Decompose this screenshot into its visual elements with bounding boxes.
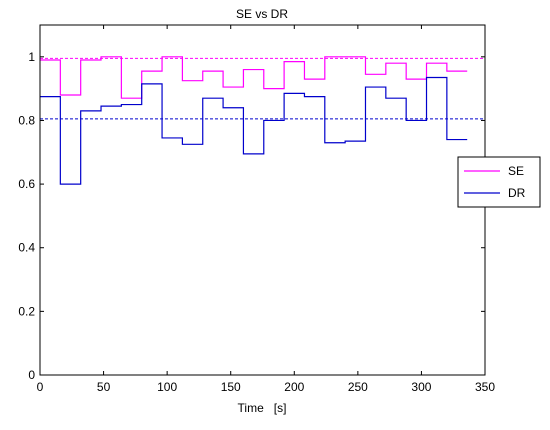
y-tick-label: 0.2 [18, 304, 35, 318]
legend-box [457, 156, 541, 208]
x-tick-label: 250 [348, 380, 368, 394]
chart-title: SE vs DR [236, 7, 288, 21]
x-tick-label: 100 [157, 380, 177, 394]
chart-legend[interactable]: SE DR [457, 156, 541, 208]
x-axis-title: Time [s] [238, 401, 287, 415]
x-tick-label: 200 [284, 380, 304, 394]
y-tick-label: 0 [28, 368, 35, 382]
legend-label-se: SE [508, 164, 524, 178]
x-tick-label: 350 [475, 380, 495, 394]
x-tick-label: 50 [97, 380, 111, 394]
legend-label-dr: DR [508, 186, 526, 200]
series-line-se [40, 56, 468, 99]
series-line-dr [40, 76, 468, 185]
x-tick-label: 150 [221, 380, 241, 394]
x-axis-ticks: 0 50 100 150 200 250 300 350 [37, 25, 495, 394]
series-lines [40, 56, 468, 185]
y-axis-ticks: 0 0.2 0.4 0.6 0.8 1 [18, 50, 485, 382]
y-tick-label: 0.4 [18, 241, 35, 255]
y-tick-label: 0.8 [18, 113, 35, 127]
y-tick-label: 0.6 [18, 177, 35, 191]
y-tick-label: 1 [28, 50, 35, 64]
reference-lines [40, 57, 485, 120]
x-tick-label: 300 [411, 380, 431, 394]
plot-background [40, 25, 485, 375]
x-tick-label: 0 [37, 380, 44, 394]
